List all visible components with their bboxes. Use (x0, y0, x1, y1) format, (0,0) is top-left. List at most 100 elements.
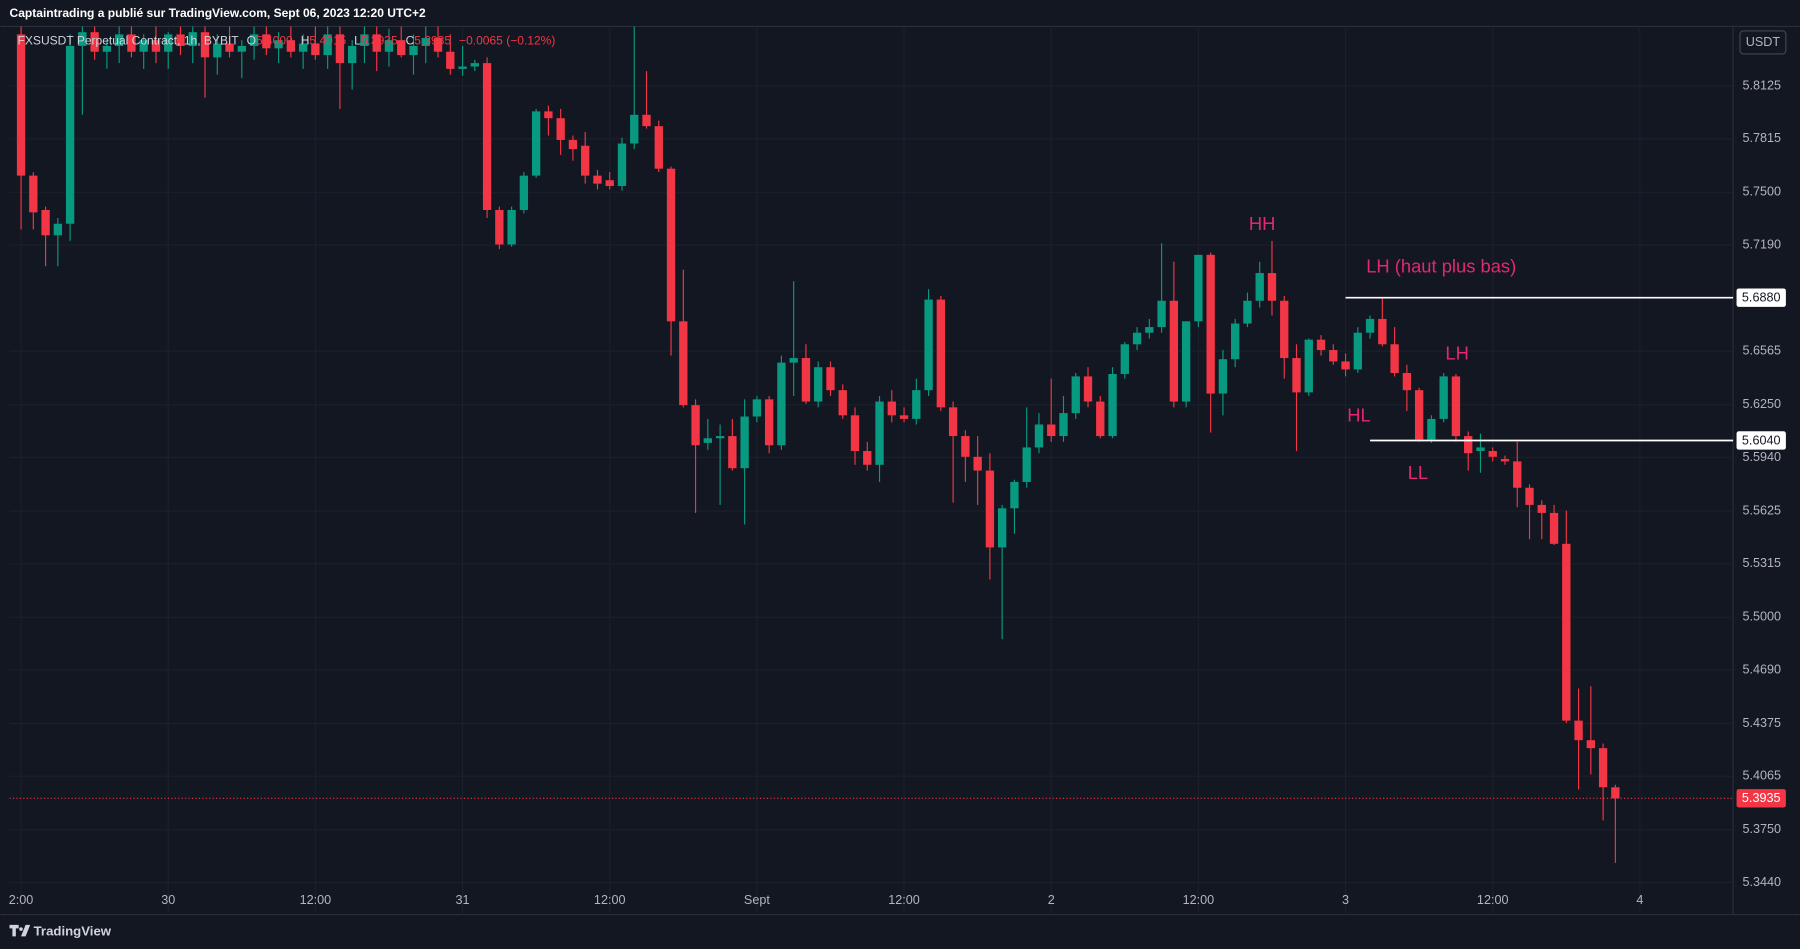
candle-body (1132, 332, 1142, 345)
candle-body (397, 40, 406, 56)
y-tick-label: 5.4065 (1742, 769, 1781, 783)
candle-body (875, 401, 884, 465)
candle-body (912, 390, 921, 419)
candle-body (200, 32, 210, 58)
y-tick-label: 5.5940 (1742, 450, 1781, 464)
candle-body (1365, 318, 1375, 333)
x-tick-label: 12:00 (1183, 893, 1215, 907)
candle-body (593, 175, 602, 184)
y-tick-label: 5.4375 (1742, 716, 1781, 730)
candle-body (519, 175, 529, 210)
candle-body (1231, 323, 1240, 360)
y-tick-label: 5.7190 (1742, 237, 1781, 251)
publisher: Captaintrading a publié sur TradingView.… (10, 6, 427, 20)
candle-body (114, 34, 124, 46)
candle-body (1022, 447, 1031, 482)
overlays: 5.6880 5.6040 5.3935 HH LH (haut plus bas) LH… (9, 213, 1786, 808)
candle-body (433, 37, 443, 52)
candle-body (961, 436, 970, 457)
candle-body (262, 34, 271, 49)
candle-body (213, 43, 222, 58)
candle-body (1157, 300, 1166, 328)
candle-body (90, 32, 99, 52)
candle-body (1598, 748, 1608, 788)
candle-body (1537, 504, 1546, 513)
candle-body (409, 45, 418, 56)
candle-body (850, 415, 860, 452)
level-label: 5.6040 (1742, 433, 1781, 447)
last-price-tag (1736, 789, 1786, 808)
x-tick-label: 4 (1636, 893, 1643, 907)
candle-body (1194, 254, 1203, 322)
candle-body (948, 407, 958, 437)
candles (16, 26, 1620, 863)
candle-body (617, 143, 627, 187)
candle-body (188, 32, 197, 46)
y-tick-label: 5.8125 (1742, 78, 1781, 92)
candle-body (1402, 372, 1412, 391)
candle-body (568, 139, 578, 150)
candle-body (1574, 720, 1583, 741)
candle-body (1083, 376, 1093, 402)
candle-body (1181, 321, 1191, 402)
annotation: LL (1408, 462, 1428, 483)
candle-body (924, 299, 933, 391)
candle-body (348, 45, 357, 64)
level-label: 5.6880 (1742, 291, 1781, 305)
candle-body (249, 34, 259, 46)
candle-body (41, 209, 50, 236)
candle-body (1206, 254, 1215, 394)
footer-logo: TradingView (9, 923, 112, 938)
x-tick-label: 12:00 (594, 893, 626, 907)
candle-body (1218, 359, 1228, 394)
x-tick-label: 2 (1048, 893, 1055, 907)
high-value: 5.4015 (309, 33, 346, 47)
candle-body (458, 66, 467, 69)
candle-body (1071, 376, 1080, 414)
level-tag (1736, 431, 1786, 450)
candle-body (1341, 361, 1350, 370)
candle-body (642, 114, 651, 127)
currency[interactable]: USDT (1746, 35, 1781, 49)
candle-body (703, 438, 713, 443)
candle-body (715, 436, 725, 439)
candle-body (1439, 376, 1448, 419)
candle-body (311, 43, 320, 56)
candle-body (789, 358, 798, 363)
x-tick-label: 12:00 (300, 893, 332, 907)
candle-body (1329, 350, 1338, 362)
y-tick-label: 5.4690 (1742, 662, 1781, 676)
x-tick-label: 12:00 (888, 893, 920, 907)
candle-body (237, 45, 246, 52)
candle-body (1562, 543, 1571, 721)
candle-body (679, 321, 688, 406)
annotation: HL (1347, 404, 1370, 425)
candle-body (1427, 418, 1436, 440)
candle-body (29, 175, 38, 213)
currency-box[interactable] (1739, 30, 1787, 55)
candle-body (1353, 332, 1362, 370)
candle-body (1513, 461, 1522, 488)
candle-body (1120, 344, 1129, 375)
candle-body (482, 63, 492, 210)
y-tick-label: 5.6565 (1742, 344, 1781, 358)
candle-body (581, 145, 590, 176)
candle-body (495, 209, 504, 245)
candle-body (1255, 273, 1264, 301)
candle-body (164, 34, 173, 52)
candle-body (102, 45, 112, 52)
candle-body (899, 415, 909, 419)
y-tick-label: 5.5315 (1742, 556, 1781, 570)
candle-body (446, 51, 455, 69)
logo-mark (9, 924, 31, 937)
candle-body (985, 470, 995, 548)
candle-body (1378, 318, 1387, 345)
candle-body (1500, 459, 1510, 462)
annotation: LH (1445, 342, 1468, 363)
candle-body (274, 40, 283, 49)
candle-body (127, 34, 136, 52)
candle-body (997, 508, 1007, 548)
candle-body (777, 362, 786, 446)
candle-body (421, 37, 430, 46)
candle-body (1292, 358, 1301, 393)
